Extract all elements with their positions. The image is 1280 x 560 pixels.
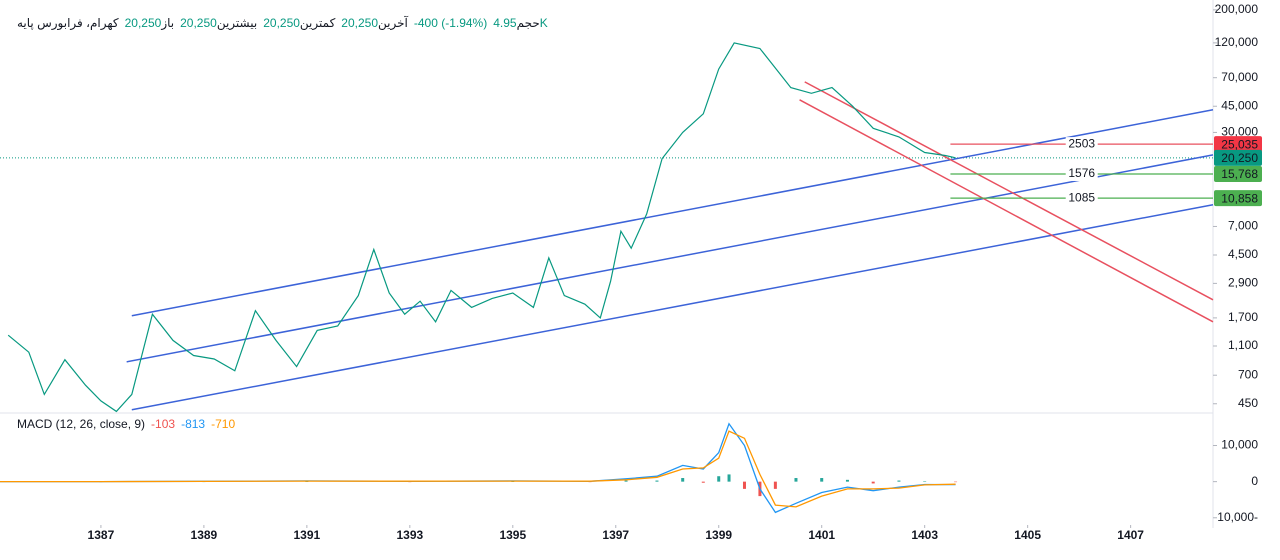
header: کهرام، فرابورس پایه باز20,250 بیشترین20,2… [17, 16, 548, 30]
macd-histogram-bar [742, 481, 746, 489]
y-tick-label: 4,500 [1228, 247, 1258, 261]
macd-histogram-bar [701, 481, 705, 483]
header-item: باز20,250 [125, 16, 175, 30]
macd-histogram-bar [897, 480, 901, 482]
macd-histogram-bar [871, 481, 875, 484]
header-label: حجم [516, 16, 540, 30]
macd-histogram-bar [773, 481, 777, 489]
header-item: -400 (-1.94%) [414, 16, 487, 30]
y-tick-label: 10,000- [1217, 510, 1258, 524]
y-tick-label: 0 [1251, 474, 1258, 488]
macd-histogram-bar [794, 478, 798, 482]
header-label: آخرین [378, 16, 408, 30]
macd-histogram-bar [727, 474, 731, 482]
x-tick-label: 1401 [808, 528, 835, 542]
header-item: بیشترین20,250 [180, 16, 257, 30]
macd-histogram-value: -103 [151, 417, 175, 431]
price-badge [1214, 136, 1262, 153]
macd-histogram-bar [845, 479, 849, 482]
price-badge [1214, 165, 1262, 182]
header-label: کمترین [299, 16, 336, 30]
price-badge-label: 20,250 [1221, 151, 1258, 165]
x-tick-label: 1387 [88, 528, 115, 542]
header-label: باز [161, 16, 175, 30]
x-tick-label: 1403 [911, 528, 938, 542]
x-tick-label: 1395 [499, 528, 526, 542]
price-badge-label: 25,035 [1221, 137, 1258, 151]
y-tick-label: 45,000 [1221, 98, 1258, 112]
header-value: 20,250 [124, 16, 162, 30]
trend-line [131, 203, 1214, 411]
level-text-bg [1065, 137, 1098, 152]
macd-histogram-bar [624, 480, 628, 482]
trend-line [799, 99, 1214, 323]
trend-line [804, 81, 1214, 301]
macd-histogram-bar [954, 481, 958, 483]
header-value: 4.95K [493, 16, 548, 30]
trend-line [126, 154, 1214, 363]
header-value: 20,250 [180, 16, 217, 30]
y-tick-label: 200,000 [1215, 2, 1259, 16]
y-tick-label: 120,000 [1215, 35, 1259, 49]
x-tick-label: 1389 [191, 528, 218, 542]
header-item: کمترین20,250 [263, 16, 335, 30]
y-tick-label: 30,000 [1221, 125, 1258, 139]
header-value: -400 (-1.94%) [413, 16, 488, 30]
y-tick-label: 1,700 [1228, 310, 1258, 324]
price-badge-label: 10,858 [1221, 191, 1258, 205]
price-badge-label: 15,768 [1221, 167, 1258, 181]
y-tick-label: 2,900 [1228, 276, 1258, 290]
y-tick-label: 700 [1238, 367, 1258, 381]
macd-series-value: -710 [211, 417, 235, 431]
macd-histogram-bar [655, 480, 659, 482]
level-text-bg [1065, 191, 1098, 206]
x-tick-label: 1405 [1014, 528, 1041, 542]
header-label: بیشترین [216, 16, 258, 30]
price-line [7, 42, 956, 413]
header-item: حجم4.95K [493, 16, 548, 30]
header-item: آخرین20,250 [341, 16, 408, 30]
y-tick-label: 1,100 [1228, 338, 1258, 352]
header-value: 20,250 [341, 16, 378, 30]
macd-histogram-bar [820, 478, 824, 482]
y-tick-label: 10,000 [1221, 438, 1258, 452]
y-tick-label: 450 [1238, 396, 1258, 410]
level-text: 1576 [1068, 166, 1095, 180]
x-tick-label: 1393 [396, 528, 423, 542]
x-tick-label: 1407 [1117, 528, 1144, 542]
level-text-bg [1065, 166, 1098, 181]
level-text: 1085 [1068, 190, 1095, 204]
macd-histogram-bar [717, 476, 721, 482]
symbol-title: کهرام، فرابورس پایه [17, 16, 119, 30]
macd-line [0, 430, 956, 508]
x-tick-label: 1397 [602, 528, 629, 542]
x-tick-label: 1391 [294, 528, 321, 542]
macd-histogram-bar [681, 478, 685, 482]
price-badge [1214, 190, 1262, 207]
x-tick-label: 1399 [705, 528, 732, 542]
macd-line [0, 422, 956, 514]
macd-legend: MACD (12, 26, close, 9) -103 -813 -710 [17, 417, 235, 431]
macd-histogram-bar [923, 481, 927, 482]
y-tick-label: 7,000 [1228, 219, 1258, 233]
header-value: 20,250 [263, 16, 300, 30]
macd-series-value: -813 [181, 417, 205, 431]
y-tick-label: 70,000 [1221, 70, 1258, 84]
price-badge [1214, 149, 1262, 166]
macd-title: MACD (12, 26, close, 9) [17, 417, 145, 431]
level-text: 2503 [1068, 136, 1095, 150]
